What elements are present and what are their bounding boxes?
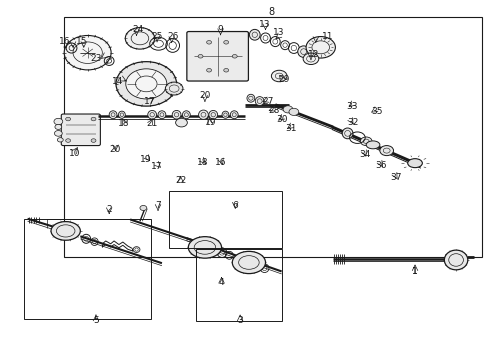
Circle shape (66, 117, 71, 121)
Text: 1: 1 (412, 267, 418, 276)
Text: 16: 16 (215, 158, 226, 167)
Text: 35: 35 (371, 107, 383, 116)
Text: 20: 20 (110, 145, 121, 154)
Text: 5: 5 (93, 316, 99, 325)
Circle shape (207, 41, 212, 44)
Ellipse shape (230, 111, 238, 119)
Text: 22: 22 (175, 176, 186, 185)
Ellipse shape (209, 111, 218, 119)
Ellipse shape (255, 96, 264, 105)
Circle shape (165, 82, 183, 95)
Text: 15: 15 (75, 37, 87, 46)
Text: 18: 18 (197, 158, 208, 167)
Text: 20: 20 (199, 91, 211, 100)
Circle shape (140, 206, 147, 211)
Circle shape (224, 41, 229, 44)
Circle shape (289, 108, 299, 116)
Ellipse shape (119, 111, 125, 118)
Text: 12: 12 (308, 50, 319, 59)
Text: 14: 14 (112, 77, 123, 86)
Text: 7: 7 (155, 201, 161, 210)
Ellipse shape (247, 94, 255, 102)
Circle shape (224, 68, 229, 72)
Text: 29: 29 (278, 75, 290, 84)
Circle shape (66, 139, 71, 142)
Text: 6: 6 (232, 201, 238, 210)
Text: 24: 24 (132, 25, 143, 34)
Bar (24, 220, 151, 319)
Text: 27: 27 (263, 96, 274, 105)
Ellipse shape (342, 128, 353, 139)
Ellipse shape (222, 111, 229, 118)
Circle shape (232, 54, 237, 58)
Ellipse shape (366, 141, 380, 149)
Text: 13: 13 (259, 19, 270, 28)
Circle shape (91, 117, 96, 121)
Text: 4: 4 (219, 278, 224, 287)
Circle shape (126, 69, 167, 99)
Ellipse shape (188, 237, 221, 258)
Text: 37: 37 (391, 173, 402, 182)
Ellipse shape (298, 46, 310, 57)
Ellipse shape (51, 222, 80, 240)
Circle shape (207, 68, 212, 72)
FancyBboxPatch shape (187, 32, 248, 81)
Circle shape (198, 54, 203, 58)
Circle shape (54, 131, 62, 136)
Text: 19: 19 (140, 155, 151, 164)
Circle shape (360, 137, 372, 145)
Circle shape (380, 145, 393, 156)
Ellipse shape (232, 251, 266, 274)
Ellipse shape (109, 111, 117, 119)
Text: 16: 16 (58, 37, 70, 46)
Text: 30: 30 (276, 115, 288, 124)
Text: 32: 32 (347, 118, 358, 127)
Text: 26: 26 (167, 32, 178, 41)
Bar (64, 17, 482, 257)
Circle shape (125, 28, 155, 49)
Bar (196, 249, 282, 320)
Text: 13: 13 (273, 28, 285, 37)
Text: 10: 10 (69, 149, 81, 158)
Circle shape (271, 70, 287, 82)
Bar (169, 191, 282, 248)
Text: 33: 33 (347, 102, 358, 111)
Text: 23: 23 (90, 54, 101, 63)
Text: 11: 11 (322, 32, 334, 41)
Ellipse shape (172, 111, 181, 119)
Text: 2: 2 (106, 205, 112, 214)
FancyBboxPatch shape (61, 114, 100, 145)
Circle shape (91, 139, 96, 142)
Text: 28: 28 (269, 105, 280, 114)
Text: 18: 18 (118, 119, 129, 128)
Ellipse shape (249, 30, 260, 40)
Circle shape (64, 36, 111, 70)
Circle shape (57, 138, 63, 142)
Circle shape (175, 118, 187, 127)
Text: 36: 36 (375, 161, 387, 170)
Text: 9: 9 (218, 25, 223, 34)
Text: 25: 25 (151, 32, 163, 41)
Ellipse shape (158, 111, 166, 119)
Text: 3: 3 (237, 316, 243, 325)
Text: 19: 19 (205, 118, 217, 127)
Text: 8: 8 (269, 7, 275, 17)
Text: 34: 34 (359, 150, 370, 159)
Text: 31: 31 (286, 123, 297, 132)
Circle shape (54, 118, 63, 125)
Ellipse shape (148, 111, 157, 119)
Circle shape (306, 37, 335, 58)
Ellipse shape (198, 110, 208, 120)
Text: 1: 1 (412, 267, 418, 276)
Text: 21: 21 (147, 119, 158, 128)
Text: 17: 17 (151, 162, 163, 171)
Text: 17: 17 (144, 96, 155, 105)
Circle shape (55, 125, 62, 130)
Ellipse shape (444, 250, 468, 270)
Circle shape (303, 53, 319, 64)
Circle shape (116, 62, 176, 106)
Circle shape (283, 106, 293, 113)
Ellipse shape (408, 159, 422, 168)
Ellipse shape (182, 111, 190, 119)
